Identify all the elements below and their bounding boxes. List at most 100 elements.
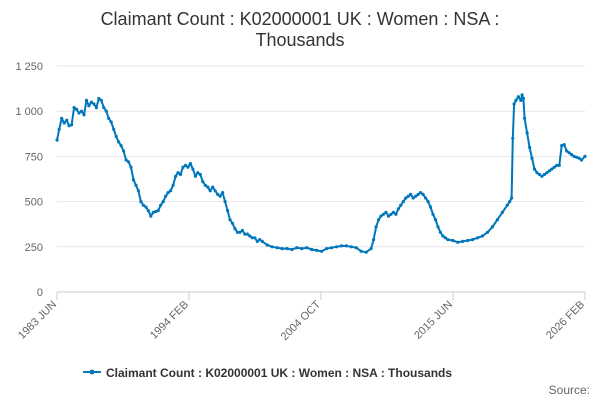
data-point [198,172,202,177]
data-point [178,172,183,177]
data-point [525,131,529,135]
data-point [396,207,400,211]
data-point [65,118,69,122]
data-point [151,210,155,214]
data-point [520,93,524,97]
data-point [104,109,108,113]
data-point [570,153,574,157]
data-point [354,246,358,250]
data-point [579,158,584,162]
data-point [270,245,274,249]
data-point [401,200,405,204]
data-point [253,236,257,240]
data-point [60,116,64,120]
plot-area [55,93,587,254]
data-point [406,194,410,198]
data-point [97,96,101,101]
data-point [141,203,145,207]
data-point [443,236,447,240]
data-point [512,102,516,106]
data-point [441,234,445,238]
data-point [77,111,81,115]
data-point [320,249,324,253]
data-point [70,123,74,127]
data-point [154,209,158,214]
data-point [109,120,113,124]
data-point [87,104,91,108]
data-point [555,163,559,167]
legend[interactable]: Claimant Count : K02000001 UK : Women : … [83,366,452,380]
data-point [94,106,98,110]
data-point [161,200,165,204]
data-point [567,151,571,155]
data-point [516,95,521,99]
data-point [438,230,442,234]
data-point [386,214,391,218]
data-point [265,243,269,247]
data-point [196,171,200,175]
y-axis: 0 250 500 750 1 000 1 250 [15,61,43,299]
data-point [107,116,111,120]
data-point [575,155,579,159]
data-point [57,127,61,131]
data-point [431,212,435,216]
data-point [211,185,215,189]
gridlines [57,65,585,293]
legend-label: Claimant Count : K02000001 UK : Women : … [106,366,452,380]
data-point [344,244,348,248]
data-point [334,245,339,249]
data-point [176,171,180,175]
data-point [201,180,205,184]
data-point [129,165,133,169]
data-point [99,98,103,102]
data-point [535,171,539,175]
data-point [146,209,150,213]
data-point [82,113,86,117]
data-point [411,196,415,200]
data-point [208,189,212,193]
chart-title-line-2: Thousands [255,30,344,50]
data-point [226,209,230,213]
y-tick-label: 0 [37,287,43,299]
data-point [117,140,121,144]
data-point [290,247,294,252]
data-point [136,189,140,193]
data-point [191,167,195,171]
data-point [359,249,363,253]
data-point [547,169,552,173]
data-point [374,225,378,229]
data-point [426,200,430,204]
data-point [377,218,381,222]
data-point [451,238,455,243]
data-point [260,239,264,243]
data-point [206,185,210,189]
data-point [329,246,334,250]
data-point [92,102,96,106]
data-point [62,121,66,125]
data-point [542,172,547,177]
data-point [285,247,289,251]
x-axis: 1983 JUN 1994 FEB 2004 OCT 2015 JUN 2026 FEB [16,291,587,343]
data-point [399,203,403,207]
data-point [84,98,89,102]
data-point [523,116,527,120]
data-point [228,218,232,222]
data-point [560,144,564,148]
data-point [379,214,383,218]
data-point [436,225,440,229]
data-point [510,196,514,200]
data-point [305,246,309,250]
data-point [416,192,420,196]
data-point [433,218,438,222]
data-point [409,192,413,196]
data-point [89,100,93,104]
data-point [221,191,225,195]
data-point [384,210,388,214]
data-point [295,246,299,250]
data-point [159,203,163,207]
data-point [519,98,523,102]
data-point [235,230,240,234]
x-tick-label: 2004 OCT [279,298,324,343]
data-point [134,183,138,187]
data-point [223,200,227,204]
